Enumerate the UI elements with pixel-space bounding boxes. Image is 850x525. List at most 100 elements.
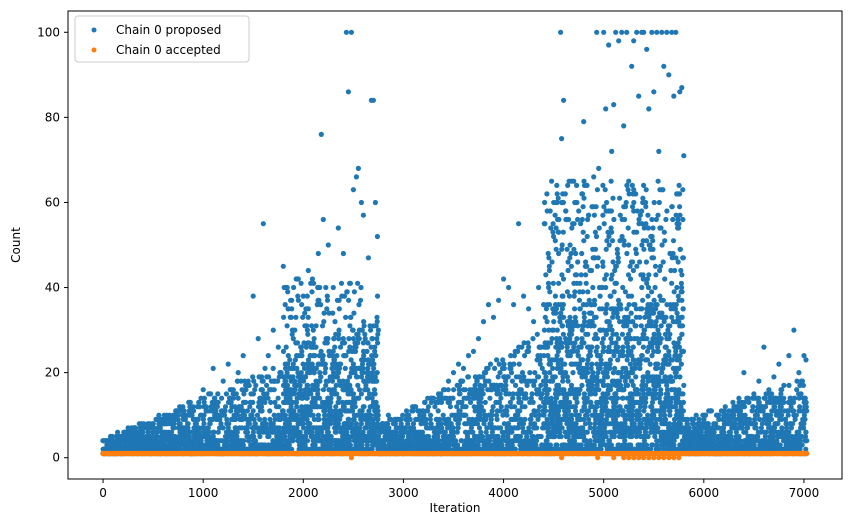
proposed-point [708,408,715,414]
proposed-point [240,416,246,422]
proposed-point [503,382,509,388]
proposed-point [272,416,278,422]
proposed-point [234,433,240,440]
proposed-point [140,429,146,435]
proposed-point [220,425,226,431]
proposed-point [329,408,335,414]
proposed-point [169,429,175,435]
proposed-point [522,416,528,422]
proposed-point [323,365,329,371]
proposed-point [181,408,187,414]
proposed-point [272,429,278,435]
proposed-point [132,425,139,431]
proposed-point [320,357,326,363]
proposed-point [215,429,221,435]
proposed-point [451,387,457,393]
proposed-point [261,395,267,401]
proposed-point [300,425,307,431]
proposed-point [447,404,453,410]
proposed-point [309,361,315,367]
proposed-point [581,340,587,346]
proposed-point [246,382,252,388]
proposed-point [330,348,336,354]
proposed-point [496,361,502,367]
proposed-point [262,399,268,405]
proposed-point [115,429,121,435]
proposed-point [234,378,241,384]
proposed-point [201,399,207,405]
proposed-point [450,395,456,401]
proposed-point [315,412,321,418]
proposed-point [243,387,249,393]
proposed-point [219,395,225,401]
proposed-point [232,416,239,422]
proposed-point [516,361,522,367]
proposed-point [305,357,312,363]
proposed-point [334,353,340,359]
proposed-point [282,416,288,422]
proposed-point [207,421,213,427]
proposed-point [218,421,224,427]
proposed-point [282,429,288,435]
proposed-point [535,374,542,380]
proposed-point [254,412,260,418]
proposed-point [246,421,252,427]
proposed-point [282,365,289,371]
proposed-point [200,416,206,422]
proposed-point [640,344,647,350]
proposed-point [233,425,239,431]
proposed-point [537,404,543,410]
proposed-point [504,412,510,418]
proposed-point [750,404,756,410]
proposed-point [185,425,191,431]
proposed-point [275,378,281,384]
proposed-point [463,412,469,418]
proposed-point [259,374,265,380]
proposed-point [276,425,283,431]
proposed-point [298,370,304,376]
proposed-point [252,421,258,427]
proposed-point [215,391,221,397]
proposed-point [486,378,492,384]
proposed-point [193,421,199,427]
proposed-point [241,412,247,418]
proposed-point [244,425,250,431]
proposed-point [247,404,253,410]
proposed-point [270,421,276,427]
proposed-point [325,378,331,384]
proposed-point [465,374,471,380]
proposed-point [509,378,515,384]
proposed-point [212,395,218,401]
proposed-point [572,306,578,312]
proposed-point [240,408,246,414]
proposed-point [297,387,304,393]
proposed-point [593,314,599,320]
proposed-point [278,416,284,422]
proposed-point [221,412,228,418]
proposed-point [333,382,339,388]
proposed-point [208,391,214,397]
proposed-point [633,374,639,380]
proposed-point [250,429,256,435]
proposed-point [235,395,241,401]
proposed-point [154,433,160,440]
proposed-point [252,387,258,393]
proposed-point [206,429,212,435]
proposed-point [177,421,183,427]
proposed-point [633,323,639,329]
proposed-point [272,399,278,405]
proposed-point [262,365,268,371]
proposed-point [292,387,298,393]
proposed-point [257,446,263,452]
proposed-point [513,382,519,388]
proposed-point [294,404,300,410]
proposed-point [239,387,245,393]
proposed-point [295,438,301,444]
proposed-point [275,395,281,401]
proposed-point [251,433,257,440]
proposed-point [251,378,257,384]
proposed-point [117,442,123,448]
proposed-point [302,442,308,448]
proposed-point [487,395,493,401]
proposed-point [210,416,216,422]
